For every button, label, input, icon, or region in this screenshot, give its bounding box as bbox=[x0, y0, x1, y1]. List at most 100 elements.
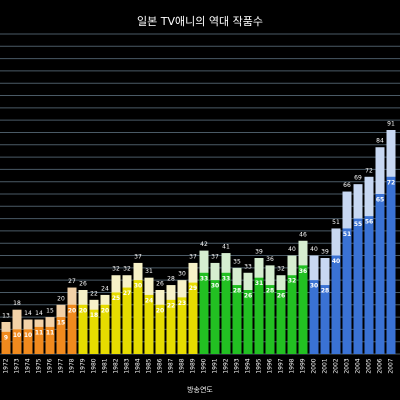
x-tick-label: 1997 bbox=[278, 358, 285, 373]
x-tick-label: 2001 bbox=[322, 358, 329, 373]
value-label: 26 bbox=[79, 281, 87, 288]
value-label: 27 bbox=[68, 278, 76, 285]
bar bbox=[342, 228, 352, 354]
value-label: 51 bbox=[343, 231, 351, 238]
x-tick-label: 1994 bbox=[245, 358, 252, 373]
value-label: 23 bbox=[178, 300, 186, 307]
bar bbox=[144, 294, 154, 354]
bar bbox=[276, 290, 286, 354]
x-tick-label: 2007 bbox=[388, 358, 395, 373]
value-label: 33 bbox=[222, 275, 230, 282]
value-label: 72 bbox=[365, 167, 373, 174]
x-tick-label: 1999 bbox=[300, 358, 307, 373]
x-tick-label: 2003 bbox=[344, 358, 351, 373]
x-tick-label: 1981 bbox=[102, 358, 109, 373]
value-label: 32 bbox=[123, 266, 131, 273]
value-label: 39 bbox=[255, 249, 263, 256]
value-label: 35 bbox=[233, 258, 241, 265]
value-label: 28 bbox=[167, 276, 175, 283]
x-tick-label: 1975 bbox=[36, 358, 43, 373]
value-label: 65 bbox=[376, 197, 384, 204]
bar bbox=[1, 331, 11, 354]
bar bbox=[34, 326, 44, 354]
value-label: 15 bbox=[46, 308, 54, 315]
value-label: 24 bbox=[145, 297, 153, 304]
value-label: 22 bbox=[90, 290, 98, 297]
value-label: 10 bbox=[24, 332, 32, 339]
x-tick-label: 1979 bbox=[80, 358, 87, 373]
value-label: 36 bbox=[266, 256, 274, 263]
bar bbox=[386, 176, 396, 354]
value-label: 26 bbox=[244, 293, 252, 300]
value-label: 72 bbox=[387, 179, 395, 186]
value-label: 14 bbox=[35, 310, 43, 317]
x-tick-label: 1986 bbox=[157, 358, 164, 373]
bar bbox=[210, 280, 220, 354]
value-label: 31 bbox=[255, 280, 263, 287]
value-label: 9 bbox=[4, 334, 8, 341]
value-label: 36 bbox=[299, 268, 307, 275]
value-label: 32 bbox=[277, 266, 285, 273]
x-tick-label: 1982 bbox=[113, 358, 120, 373]
x-tick-label: 1988 bbox=[179, 358, 186, 373]
x-tick-label: 1983 bbox=[124, 358, 131, 373]
value-label: 55 bbox=[354, 221, 362, 228]
value-label: 18 bbox=[13, 300, 21, 307]
bar bbox=[364, 216, 374, 354]
value-label: 30 bbox=[178, 271, 186, 278]
value-label: 20 bbox=[156, 307, 164, 314]
x-tick-label: 1977 bbox=[58, 358, 65, 373]
value-label: 32 bbox=[288, 278, 296, 285]
x-tick-label: 1998 bbox=[289, 358, 296, 373]
value-label: 25 bbox=[112, 295, 120, 302]
bar bbox=[177, 297, 187, 354]
value-label: 28 bbox=[266, 288, 274, 295]
bar bbox=[320, 285, 330, 354]
bar bbox=[78, 304, 88, 354]
x-tick-label: 2006 bbox=[377, 358, 384, 373]
value-label: 91 bbox=[387, 121, 395, 128]
bar bbox=[111, 292, 121, 354]
value-label: 28 bbox=[233, 288, 241, 295]
bar bbox=[375, 194, 385, 354]
value-label: 32 bbox=[112, 266, 120, 273]
bar bbox=[89, 309, 99, 354]
value-label: 33 bbox=[244, 263, 252, 270]
x-tick-label: 2000 bbox=[311, 358, 318, 373]
value-label: 28 bbox=[321, 288, 329, 295]
value-label: 13 bbox=[2, 313, 10, 320]
value-label: 27 bbox=[123, 290, 131, 297]
value-label: 11 bbox=[46, 329, 54, 336]
bar bbox=[199, 272, 209, 354]
value-label: 51 bbox=[332, 219, 340, 226]
x-tick-label: 1980 bbox=[91, 358, 98, 373]
x-tick-label: 1995 bbox=[256, 358, 263, 373]
value-label: 42 bbox=[200, 241, 208, 248]
chart-title: 일본 TV애니의 역대 작품수 bbox=[137, 14, 263, 28]
x-tick-label: 1987 bbox=[168, 358, 175, 373]
value-label: 24 bbox=[101, 285, 109, 292]
bar bbox=[100, 304, 110, 354]
x-tick-label: 1972 bbox=[3, 358, 10, 373]
bar bbox=[353, 218, 363, 354]
value-label: 20 bbox=[57, 295, 65, 302]
value-label: 39 bbox=[321, 249, 329, 256]
bar bbox=[331, 255, 341, 354]
value-label: 40 bbox=[332, 258, 340, 265]
value-label: 84 bbox=[376, 138, 384, 145]
x-tick-label: 2005 bbox=[366, 358, 373, 373]
value-label: 33 bbox=[200, 275, 208, 282]
x-tick-label: 1993 bbox=[234, 358, 241, 373]
bar bbox=[298, 265, 308, 354]
value-label: 31 bbox=[145, 268, 153, 275]
bar bbox=[67, 304, 77, 354]
x-tick-label: 1978 bbox=[69, 358, 76, 373]
bar bbox=[12, 329, 22, 354]
x-tick-label: 2004 bbox=[355, 358, 362, 373]
x-tick-label: 2002 bbox=[333, 358, 340, 373]
value-label: 30 bbox=[310, 283, 318, 290]
value-label: 69 bbox=[354, 175, 362, 182]
value-label: 10 bbox=[13, 332, 21, 339]
bar bbox=[23, 329, 33, 354]
